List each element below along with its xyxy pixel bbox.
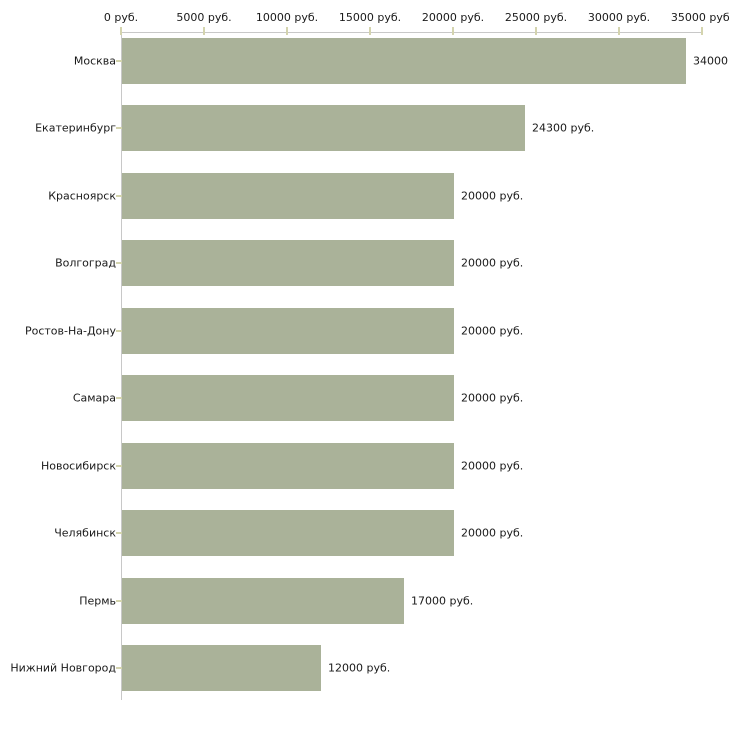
value-label: 20000 руб. [461,324,524,337]
x-axis-tick-mark [535,27,537,35]
bar [122,172,454,219]
value-label: 24300 руб. [532,121,595,135]
y-axis-line [121,32,122,700]
bar [122,645,321,691]
y-axis-tick-mark [116,599,122,602]
y-axis-tick-mark [116,329,122,332]
bar [122,105,525,151]
category-label: Новосибирск [40,459,116,472]
category-label: Красноярск [48,189,116,202]
y-axis-tick-mark [116,262,122,264]
value-label: 20000 руб. [461,459,524,472]
bar [122,37,686,84]
value-label: 20000 руб. [461,189,524,202]
bar [122,307,454,354]
y-axis-tick-mark [116,194,122,197]
x-axis-tick-mark [618,27,620,35]
value-label: 17000 руб. [411,594,474,607]
value-label: 20000 руб. [461,526,524,540]
y-axis-tick-mark [116,127,122,129]
x-axis-line [121,32,703,33]
x-axis-tick-mark [701,27,703,35]
category-label: Челябинск [54,526,116,540]
x-axis-tick-label: 0 руб. [103,11,139,24]
y-axis-tick-mark [116,59,122,62]
value-label: 20000 руб. [461,256,524,270]
value-label: 20000 руб. [461,391,524,405]
category-label: Самара [72,391,116,405]
x-axis-tick-label: 30000 руб. [587,11,651,24]
x-axis-tick-label: 5000 руб. [176,11,232,24]
category-label: Ростов-На-Дону [24,324,116,337]
x-axis-tick-mark [369,27,371,35]
category-label: Волгоград [55,256,116,270]
y-axis-tick-mark [116,532,122,534]
x-axis-tick-label: 35000 руб. [670,11,730,24]
y-axis-tick-mark [116,397,122,399]
category-label: Екатеринбург [35,121,116,135]
bar [122,442,454,489]
x-axis-tick-label: 10000 руб. [255,11,319,24]
bar [122,240,454,286]
x-axis-tick-mark [452,27,454,35]
x-axis-tick-mark [120,27,122,35]
value-label: 12000 руб. [328,661,391,675]
category-label: Нижний Новгород [10,661,116,675]
x-axis-tick-label: 15000 руб. [338,11,402,24]
x-axis-tick-mark [203,27,205,35]
x-axis-tick-mark [286,27,288,35]
bar [122,375,454,421]
y-axis-tick-mark [116,667,122,669]
y-axis-tick-mark [116,464,122,467]
x-axis-tick-label: 20000 руб. [421,11,485,24]
category-label: Пермь [79,594,116,607]
x-axis-tick-label: 25000 руб. [504,11,568,24]
bar [122,510,454,556]
value-label: 34000 руб. [693,54,730,67]
category-label: Москва [73,54,116,67]
bar [122,577,404,624]
